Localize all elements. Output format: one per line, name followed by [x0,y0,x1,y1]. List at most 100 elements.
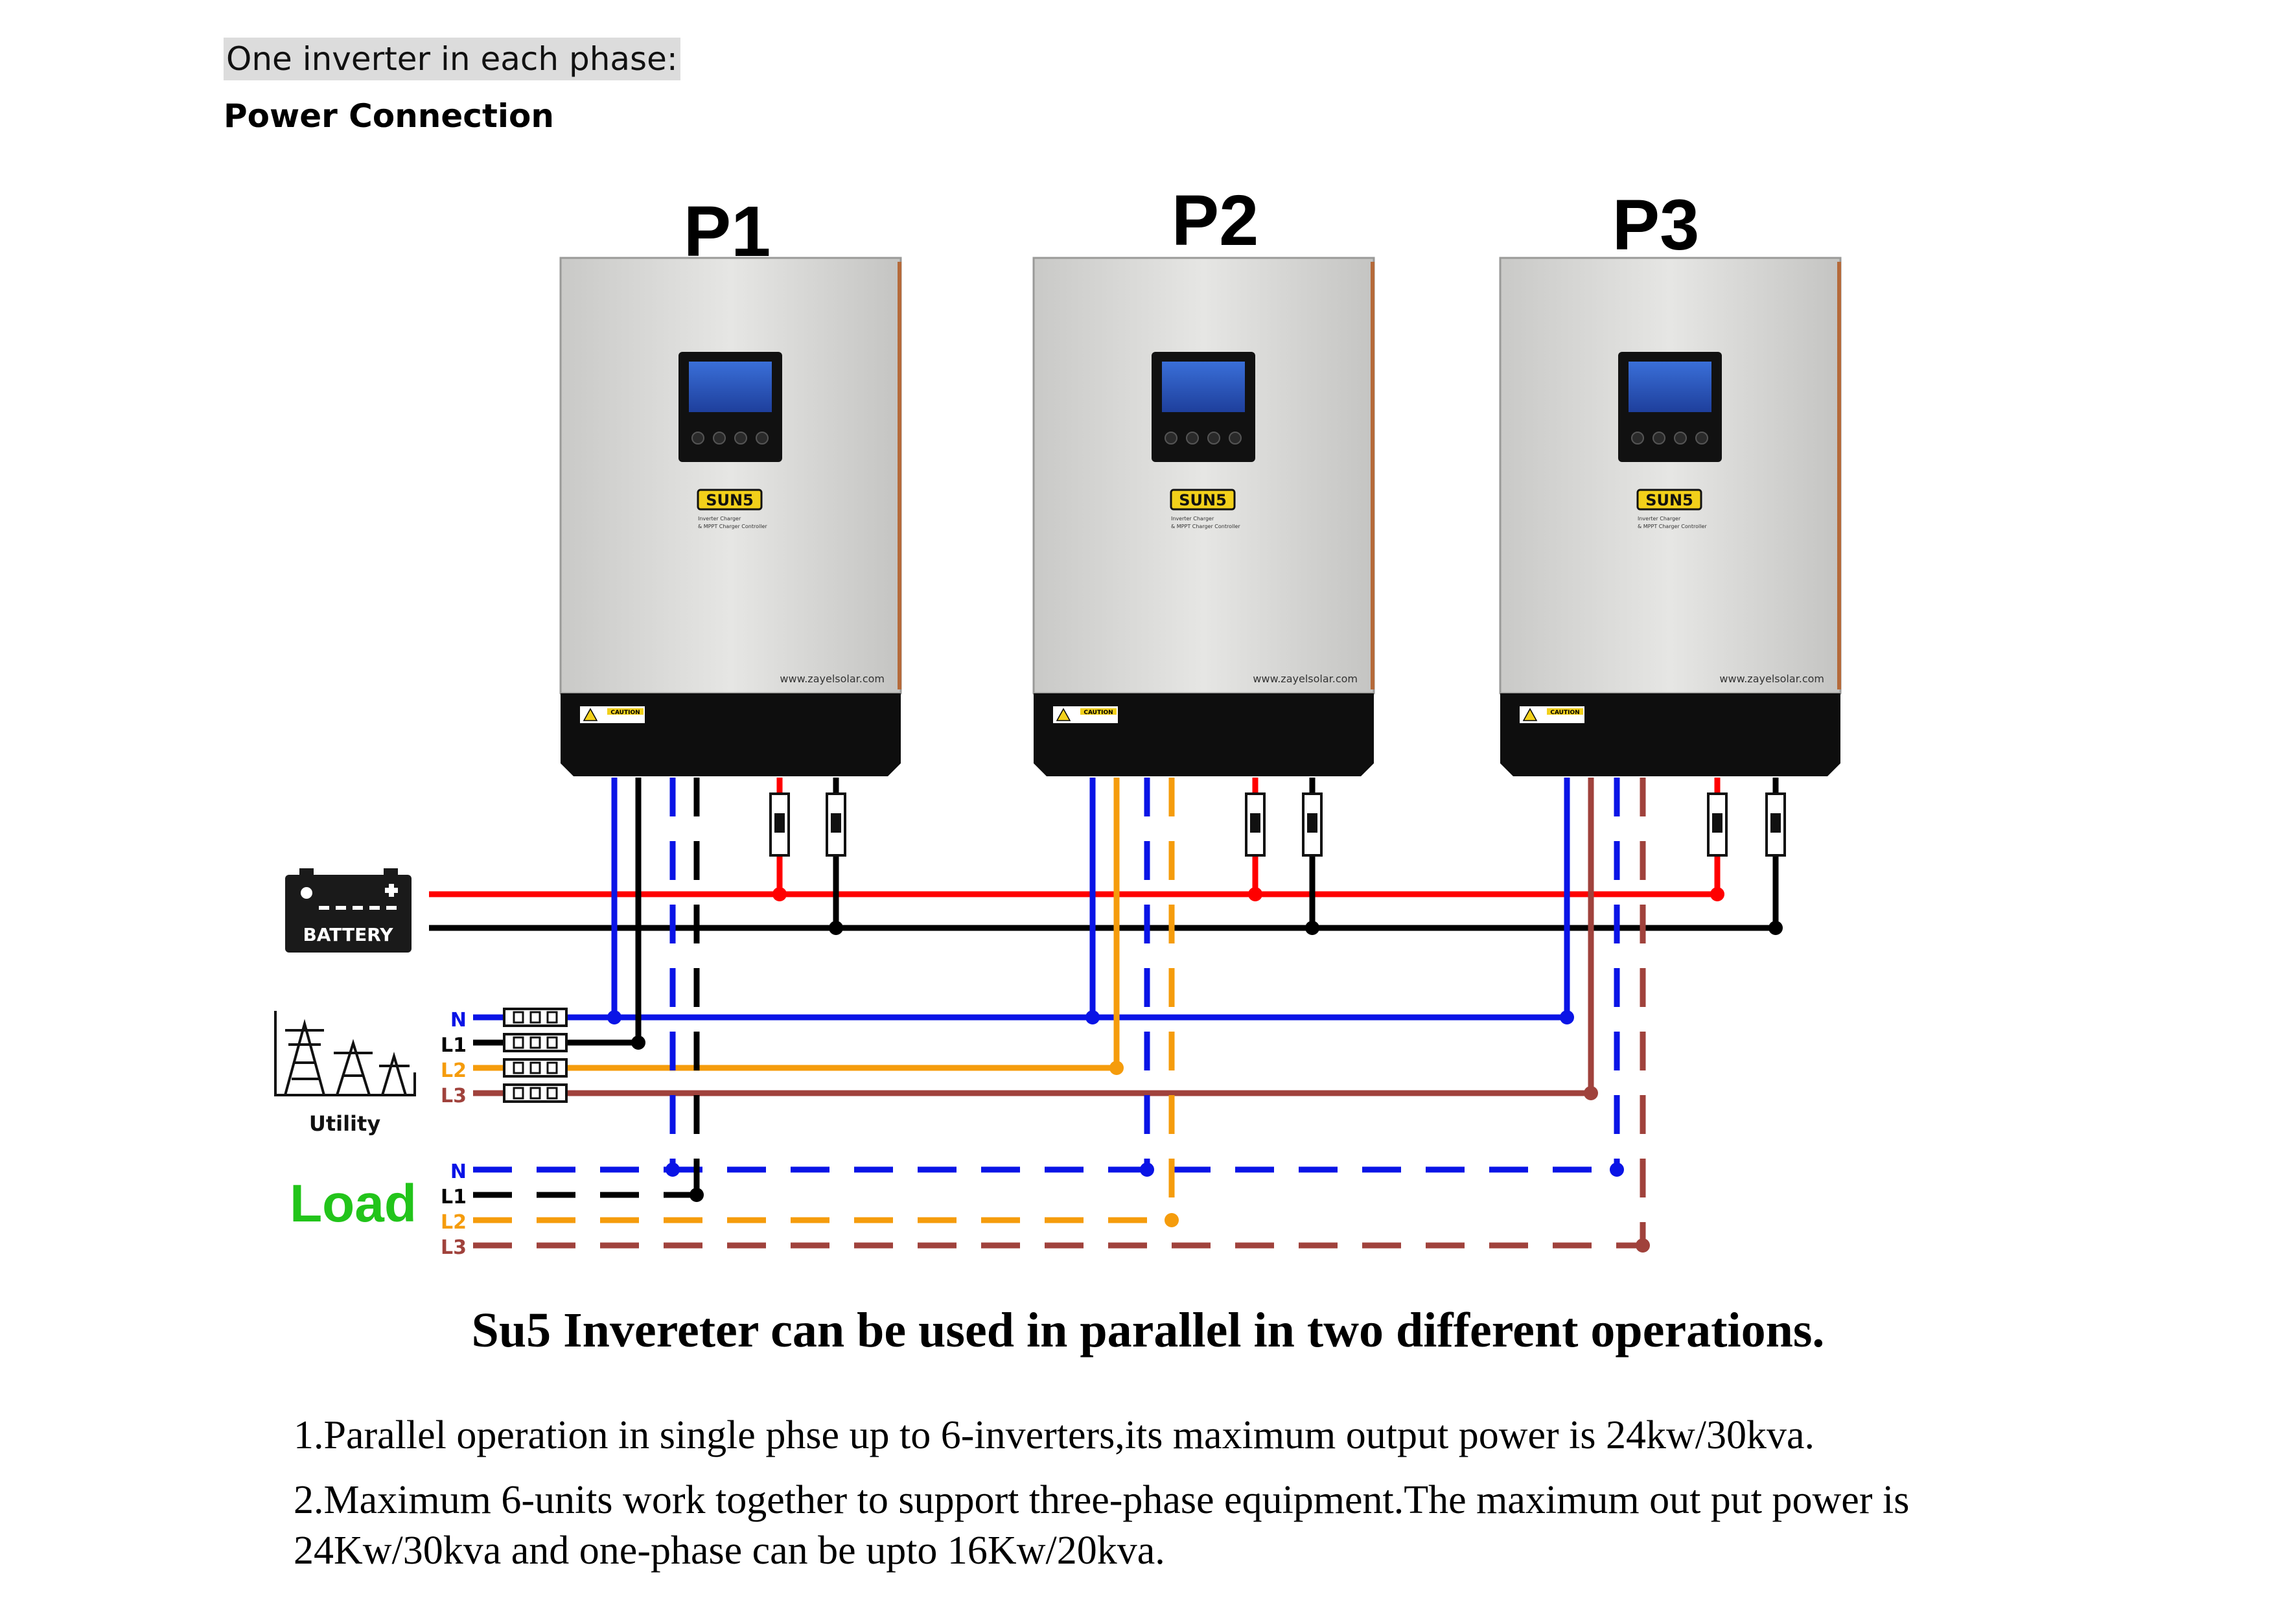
warning-icon [1056,708,1071,721]
warning-icon [1522,708,1538,721]
utility-breaker-pole [546,1036,558,1049]
load-line-label-l1: L1 [441,1186,467,1208]
p3-junction-battery-pos [1710,887,1724,901]
section-heading: Power Connection [224,97,554,135]
caution-strip [607,708,644,715]
utility-breaker-pole [529,1011,541,1024]
inverter-edge [1371,262,1374,689]
p1-dc-breaker-neg-switch [831,813,841,833]
inverter-case [559,257,902,695]
lcd-screen [1629,362,1711,412]
p3-junction-load-l3 [1636,1238,1650,1253]
product-desc-2: & MPPT Charger Controller [1638,524,1707,529]
lcd-screen [1162,362,1245,412]
product-desc-1: Inverter Charger [698,516,741,522]
battery-body [285,875,412,953]
utility-line-label-l1: L1 [441,1034,467,1057]
footer-note-1: 1.Parallel operation in single phse up t… [294,1413,1815,1457]
load-line-label-l2: L2 [441,1211,467,1234]
website-text: www.zayelsolar.com [1719,673,1824,685]
p3-dc-breaker-pos-switch [1712,813,1722,833]
utility-breaker-pole [529,1036,541,1049]
load-label: Load [290,1174,417,1233]
p2-dc-breaker-neg-switch [1307,813,1317,833]
panel-buttons [1631,432,1708,445]
footer-note-2: 2.Maximum 6-units work together to suppo… [294,1478,1910,1573]
p1-junction-load-neutral [666,1162,680,1177]
battery: BATTERY [285,868,412,953]
utility-line-label-n: N [450,1009,467,1032]
battery-label: BATTERY [303,924,393,945]
inverter-p3: SUN5 Inverter Charger & MPPT Charger Con… [1499,257,1842,776]
utility-breaker-pole [529,1061,541,1074]
caution-strip [1547,708,1583,715]
p3-dc-breaker-neg-switch [1770,813,1781,833]
p3-junction-l3 [1584,1086,1598,1100]
p1-junction-battery-pos [772,887,787,901]
p2-dc-breaker-pos-switch [1250,813,1260,833]
inverter-edge [1837,262,1841,689]
utility-breaker-pole [529,1087,541,1100]
p3-dc-breaker-neg [1765,792,1786,857]
inverter-edge [898,262,901,689]
inverter-p2: SUN5 Inverter Charger & MPPT Charger Con… [1032,257,1375,776]
brand-logo: SUN5 [706,491,754,509]
panel-buttons [691,432,769,445]
load-line-label-n: N [450,1161,467,1183]
p2-junction-load-l2 [1165,1213,1179,1227]
brand-logo: SUN5 [1645,491,1693,509]
inverter-base [1500,693,1840,776]
caution-text: CAUTION [610,710,640,716]
p2-junction-l2 [1109,1061,1124,1075]
footer-title: Su5 Invereter can be used in parallel in… [471,1303,1825,1358]
brand-logo: SUN5 [1179,491,1227,509]
utility-breaker-pole [513,1087,524,1100]
p2-junction-neutral [1085,1010,1100,1024]
wires-layer [429,778,1786,1253]
inverter-p1: SUN5 Inverter Charger & MPPT Charger Con… [559,257,902,776]
p1-junction-load-l1 [690,1188,704,1202]
product-desc-2: & MPPT Charger Controller [698,524,767,529]
product-desc-2: & MPPT Charger Controller [1171,524,1240,529]
brand-badge [697,489,763,511]
p1-dc-breaker-pos-switch [774,813,785,833]
brand-badge [1170,489,1236,511]
p3-junction-battery-neg [1768,921,1783,935]
p1-junction-l1 [631,1035,645,1050]
warning-icon [583,708,598,721]
inverter-case [1499,257,1842,695]
p2-junction-battery-neg [1305,921,1319,935]
inverter-label-p2: P2 [1172,181,1259,260]
utility-tower-icon [274,1011,416,1096]
product-desc-1: Inverter Charger [1171,516,1214,522]
p1-junction-neutral [607,1010,621,1024]
website-text: www.zayelsolar.com [780,673,885,685]
utility-breaker-pole [546,1011,558,1024]
inverter-case [1032,257,1375,695]
caution-strip [1080,708,1117,715]
utility-line-label-l2: L2 [441,1059,467,1082]
utility-breaker-pole [546,1087,558,1100]
p1-junction-battery-neg [829,921,843,935]
utility-breaker-pole [513,1036,524,1049]
website-text: www.zayelsolar.com [1253,673,1358,685]
utility-line-label-l3: L3 [441,1085,467,1107]
utility-breaker-pole [513,1061,524,1074]
inverter-base [1034,693,1374,776]
inverter-base [561,693,901,776]
brand-badge [1636,489,1702,511]
caution-text: CAUTION [1550,710,1579,716]
battery-terminal-pos [384,868,398,876]
inverter-label-p1: P1 [684,192,771,272]
load-line-label-l3: L3 [441,1236,467,1259]
subtitle-heading: One inverter in each phase: [224,38,680,80]
battery-terminal-neg [299,868,314,876]
p2-junction-load-neutral [1140,1162,1154,1177]
utility-label: Utility [309,1111,380,1136]
caution-text: CAUTION [1084,710,1113,716]
utility-breaker-pole [513,1011,524,1024]
p2-junction-battery-pos [1248,887,1262,901]
p3-junction-neutral [1560,1010,1574,1024]
product-desc-1: Inverter Charger [1638,516,1681,522]
